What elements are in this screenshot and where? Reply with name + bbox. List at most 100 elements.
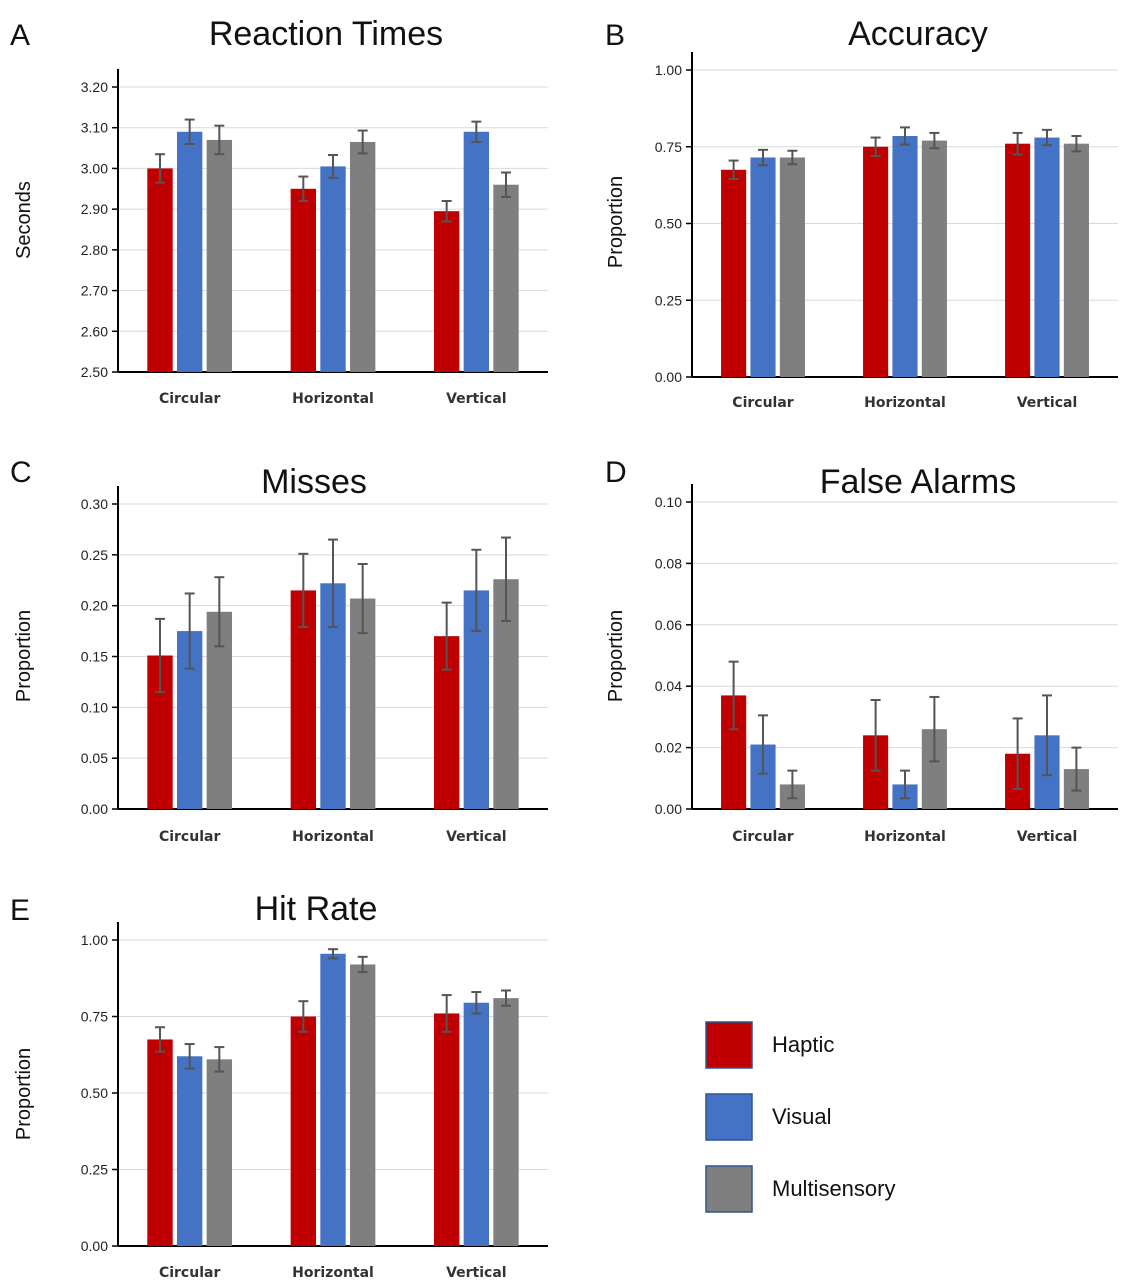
chart-title: Reaction Times [209,15,443,53]
bar-visual-horizontal [320,166,346,372]
chart-title: False Alarms [820,463,1017,501]
panel-letter: A [10,19,30,52]
legend-swatch-visual [705,1093,753,1141]
panel-a: A Reaction Times Seconds 2.50 2.60 2.70 2.80 2.… [10,15,548,407]
bar-multisensory-circular [206,1059,233,1246]
legend-label-visual: Visual [772,1104,832,1129]
x-category-label: Circular [732,829,793,845]
y-tick-label: 1.00 [655,62,682,78]
y-tick-label: 0.75 [81,1009,108,1025]
x-category-label: Circular [732,395,793,411]
x-category-label: Vertical [446,829,507,845]
bar-visual-horizontal [320,953,346,1246]
panel-c: C Misses Proportion 0.00 0.05 0.10 0.15 0.20 0.2… [10,456,548,845]
y-tick-label: 0.25 [81,1162,108,1178]
bar-haptic-horizontal [290,188,317,372]
legend-swatch-multisensory [705,1165,753,1213]
y-tick-label: 0.75 [655,139,682,155]
x-category-label: Vertical [446,1265,507,1280]
bar-visual-circular [176,1056,203,1246]
x-category-label: Vertical [1017,395,1078,411]
x-category-label: Vertical [1017,829,1078,845]
y-tick-label: 0.15 [81,649,108,665]
bar-multisensory-vertical [1063,143,1089,377]
y-tick-label: 2.70 [81,283,108,299]
y-tick-label: 2.90 [81,201,108,217]
x-category-label: Vertical [446,391,507,407]
y-tick-label: 2.50 [81,364,108,380]
y-tick-label: 0.50 [81,1085,108,1101]
bar-multisensory-circular [206,139,233,372]
panel-letter: E [10,894,30,927]
y-tick-label: 3.20 [81,79,108,95]
y-tick-label: 0.02 [655,740,682,756]
x-category-label: Circular [159,829,220,845]
y-axis-title: Proportion [13,610,35,702]
y-tick-label: 0.00 [655,369,682,385]
bar-multisensory-vertical [493,998,519,1246]
x-category-label: Circular [159,391,220,407]
panel-e: E Hit Rate Proportion 0.00 0.25 0.50 0.75 1.00 C… [10,890,548,1280]
panel-letter: B [605,19,625,52]
x-category-label: Circular [159,1265,220,1280]
y-tick-label: 0.25 [81,547,108,563]
x-category-label: Horizontal [864,829,946,845]
bar-haptic-vertical [433,211,460,372]
x-category-label: Horizontal [292,1265,374,1280]
x-category-label: Horizontal [292,391,374,407]
bar-visual-vertical [463,131,490,372]
panel-b: B Accuracy Proportion 0.00 0.25 0.50 0.75 1.00 C… [605,15,1118,411]
bar-multisensory-horizontal [921,140,947,377]
legend-label-multisensory: Multisensory [772,1176,895,1201]
y-tick-label: 1.00 [81,932,108,948]
bar-multisensory-horizontal [349,141,376,372]
chart-title: Misses [261,463,367,501]
x-category-label: Horizontal [292,829,374,845]
y-tick-label: 2.60 [81,323,108,339]
bar-visual-vertical [1034,137,1060,377]
chart-title: Accuracy [848,15,988,53]
bar-haptic-circular [147,1039,173,1246]
y-axis-title: Proportion [605,176,627,268]
y-tick-label: 0.10 [81,699,108,715]
legend: Haptic Visual Multisensory [705,1021,895,1213]
y-axis-title: Seconds [13,181,35,259]
y-tick-label: 0.10 [655,494,682,510]
y-tick-label: 0.04 [655,678,682,694]
bar-visual-vertical [463,1002,490,1246]
y-axis-title: Proportion [605,610,627,702]
y-tick-label: 0.06 [655,617,682,633]
bar-haptic-vertical [1005,143,1031,377]
y-tick-label: 0.20 [81,598,108,614]
y-tick-label: 0.00 [81,1238,108,1254]
bar-visual-horizontal [892,136,918,377]
y-tick-label: 0.08 [655,555,682,571]
y-axis-title: Proportion [13,1048,35,1140]
legend-swatch-haptic [705,1021,753,1069]
bar-haptic-horizontal [290,1016,317,1246]
y-tick-label: 0.05 [81,750,108,766]
bar-visual-circular [176,131,203,372]
y-tick-label: 3.10 [81,120,108,136]
panel-letter: C [10,456,32,489]
y-tick-label: 0.00 [655,801,682,817]
bar-multisensory-circular [779,157,805,377]
y-tick-label: 0.50 [655,216,682,232]
bar-visual-circular [750,157,776,377]
bar-haptic-vertical [433,1013,460,1246]
x-category-label: Horizontal [864,395,946,411]
y-tick-label: 0.30 [81,496,108,512]
y-tick-label: 2.80 [81,242,108,258]
bar-multisensory-horizontal [349,964,376,1246]
bar-multisensory-vertical [493,184,519,372]
panel-d: D False Alarms Proportion 0.00 0.02 0.04 0.06 0… [605,456,1118,845]
legend-label-haptic: Haptic [772,1032,834,1057]
bar-haptic-circular [721,169,747,377]
y-tick-label: 0.00 [81,801,108,817]
bar-haptic-circular [147,168,173,372]
chart-title: Hit Rate [255,890,378,928]
y-tick-label: 3.00 [81,160,108,176]
bar-haptic-horizontal [863,146,889,377]
panel-letter: D [605,456,627,489]
